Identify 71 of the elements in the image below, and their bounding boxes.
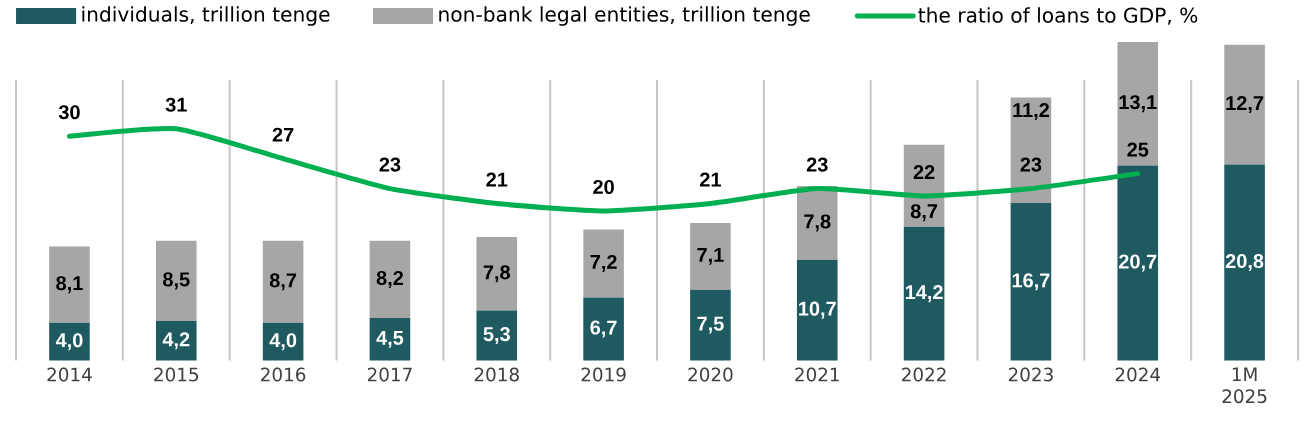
bar <box>1117 165 1159 361</box>
data-label: 27 <box>272 127 294 142</box>
bar <box>903 226 945 361</box>
data-label: 23 <box>806 157 828 172</box>
x-tick-label: 2020 <box>688 367 733 382</box>
data-label: 21 <box>486 172 508 187</box>
data-label: 12,7 <box>1226 96 1264 114</box>
data-label: 16,7 <box>1012 273 1050 291</box>
bar <box>369 240 411 319</box>
bar <box>1010 203 1052 361</box>
x-tick-label: 2022 <box>902 367 946 382</box>
data-label: 11,2 <box>1013 103 1049 121</box>
data-label: 23 <box>1020 157 1042 172</box>
bar <box>796 186 838 260</box>
bar <box>262 240 304 323</box>
data-label: 20 <box>593 180 614 195</box>
legend-label: non-bank legal entities, trillion tenge <box>439 6 810 26</box>
x-tick-label: 2018 <box>474 367 519 382</box>
data-label: 10,7 <box>799 301 836 319</box>
bar <box>369 318 411 361</box>
x-tick-label: 2024 <box>1115 367 1161 382</box>
bar <box>155 321 197 361</box>
data-label: 25 <box>1127 142 1149 157</box>
data-label: 8,7 <box>910 204 938 222</box>
bar <box>476 237 518 311</box>
data-label: 20,8 <box>1225 254 1264 272</box>
x-tick-label: 2016 <box>261 367 306 382</box>
data-label: 7,8 <box>483 265 511 283</box>
data-label: 21 <box>700 172 721 187</box>
legend-label: individuals, trillion tenge <box>82 6 330 26</box>
data-label: 7,8 <box>804 214 831 232</box>
data-label: 14,2 <box>905 285 943 303</box>
data-label: 4,0 <box>269 333 297 351</box>
bar <box>796 259 838 361</box>
x-tick-label: 1M 2025 <box>1222 367 1267 404</box>
bar <box>476 310 518 361</box>
x-tick-label: 2014 <box>47 367 92 382</box>
data-label: 4,5 <box>376 331 404 348</box>
x-tick-label: 2015 <box>154 367 199 382</box>
data-label: 8,5 <box>163 272 190 290</box>
bar <box>1117 42 1159 166</box>
data-label: 30 <box>58 105 80 120</box>
x-tick-label: 2023 <box>1008 367 1053 382</box>
legend-label: the ratio of loans to GDP, % <box>918 7 1198 26</box>
data-label: 13,1 <box>1119 95 1157 113</box>
bar <box>155 240 197 322</box>
bar <box>583 297 624 361</box>
x-tick-label: 2021 <box>795 367 839 382</box>
bar <box>1224 164 1265 361</box>
bar <box>583 229 624 298</box>
data-label: 6,7 <box>590 320 617 338</box>
data-label: 22 <box>913 165 935 180</box>
bar <box>690 289 731 361</box>
data-label: 20,7 <box>1119 254 1157 272</box>
x-tick-label: 2017 <box>367 367 412 382</box>
data-label: 31 <box>165 97 187 112</box>
bar <box>690 223 731 290</box>
data-label: 8,7 <box>269 273 297 291</box>
bar <box>1224 44 1265 165</box>
data-label: 8,2 <box>376 271 404 289</box>
bar <box>49 246 90 323</box>
x-tick-label: 2019 <box>581 367 626 382</box>
data-label: 4,0 <box>55 333 83 351</box>
data-label: 8,1 <box>56 276 83 294</box>
data-label: 7,5 <box>697 316 724 334</box>
data-label: 4,2 <box>162 332 190 350</box>
data-label: 7,1 <box>697 248 724 265</box>
data-label: 7,2 <box>590 255 617 273</box>
bar <box>49 322 90 361</box>
data-label: 23 <box>379 157 401 172</box>
data-label: 5,3 <box>483 327 510 345</box>
